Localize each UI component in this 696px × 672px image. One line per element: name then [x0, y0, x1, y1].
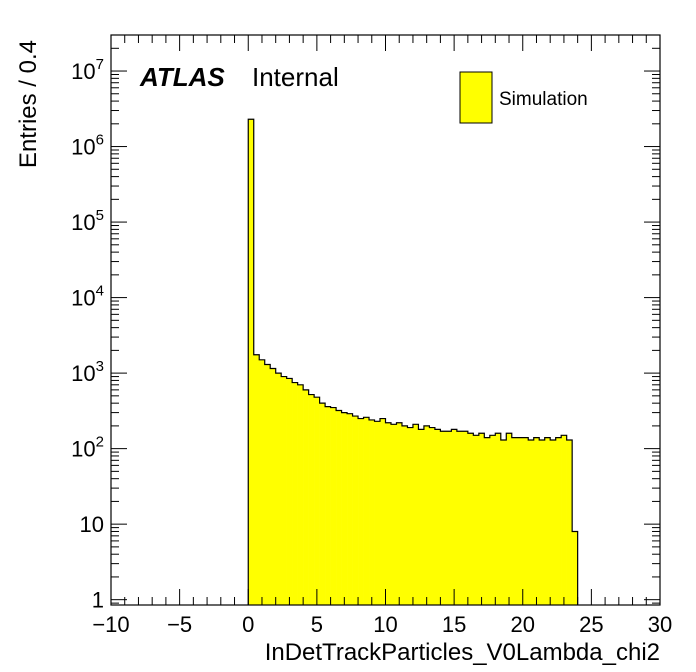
x-tick-label: −5 — [167, 612, 192, 637]
legend-label-simulation: Simulation — [499, 89, 588, 110]
histogram-bar — [478, 433, 485, 605]
histogram-bar — [555, 437, 562, 605]
histogram-bar — [319, 403, 326, 605]
histogram-bar — [380, 418, 386, 605]
histogram-bar — [396, 422, 403, 605]
histogram-bar — [336, 410, 342, 605]
histogram-bar — [484, 437, 491, 605]
y-tick-label: 105 — [71, 207, 104, 235]
histogram-bar — [445, 431, 452, 605]
histogram-bar — [385, 422, 392, 605]
histogram-bar — [495, 433, 502, 605]
y-tick-label: 106 — [71, 132, 104, 160]
histogram-bar — [286, 378, 293, 605]
histogram-bar — [341, 412, 348, 605]
histogram-bar — [297, 384, 304, 605]
histogram-bar — [517, 437, 524, 605]
histogram-bar — [264, 364, 271, 605]
histogram-bar — [506, 433, 513, 605]
y-axis-title: Entries / 0.4 — [15, 40, 42, 168]
histogram-bar — [275, 373, 282, 605]
histogram-bar — [566, 440, 573, 605]
histogram-bar — [303, 389, 309, 605]
histogram-bar — [401, 425, 408, 605]
histogram-bar — [363, 417, 370, 605]
plot-frame — [110, 34, 661, 606]
y-tick-label: 107 — [71, 56, 104, 84]
histogram-bar — [412, 424, 419, 605]
histogram-bar — [358, 418, 364, 605]
histogram-bar — [528, 440, 535, 605]
histogram-bar — [418, 429, 425, 605]
histogram-bar — [462, 431, 469, 605]
histogram-bar — [561, 435, 567, 605]
histogram-bar — [456, 431, 463, 605]
histogram-bar — [451, 429, 458, 605]
histogram-bar — [270, 368, 276, 605]
histogram-bar — [467, 433, 474, 605]
axis-ticks — [110, 34, 661, 605]
tick-labels: −10 −5 0 5 10 15 20 25 30 1 10 102 103 104 105 106 107 — [71, 56, 672, 637]
x-tick-label: 20 — [511, 612, 535, 637]
histogram-bar — [369, 419, 375, 605]
histogram-bar — [544, 437, 551, 605]
x-tick-label: 15 — [442, 612, 466, 637]
x-axis-title: InDetTrackParticles_V0Lambda_chi2 — [265, 639, 660, 666]
histogram-bar — [352, 416, 359, 605]
histogram-bar — [533, 437, 540, 605]
legend: Simulation — [459, 71, 588, 124]
histogram-bar — [429, 427, 436, 605]
histogram-bar — [473, 435, 480, 605]
histogram-bar — [440, 431, 447, 605]
histogram-bar — [330, 407, 337, 605]
x-tick-label: 25 — [579, 612, 603, 637]
x-tick-label: 0 — [242, 612, 254, 637]
histogram-bar — [550, 440, 556, 605]
histogram-bar — [522, 437, 529, 605]
y-tick-label: 102 — [71, 434, 104, 462]
histogram-bar — [511, 437, 518, 605]
x-tick-label: 10 — [373, 612, 397, 637]
histogram-bar — [489, 435, 496, 605]
histogram-bar — [423, 425, 430, 605]
y-tick-label: 104 — [71, 283, 104, 311]
histogram-bar — [314, 397, 320, 605]
y-tick-label: 10 — [80, 512, 104, 537]
histogram-bar — [374, 421, 381, 605]
x-tick-label: 30 — [648, 612, 672, 637]
histogram-bars — [247, 118, 579, 605]
y-tick-label: 103 — [71, 358, 104, 386]
histogram-bar — [259, 359, 266, 605]
histogram-bar — [539, 440, 546, 605]
histogram-bar — [572, 531, 578, 605]
histogram-bar — [325, 406, 331, 605]
histogram-bar — [407, 427, 414, 605]
histogram-bar — [248, 119, 255, 605]
histogram-bar — [390, 424, 397, 605]
histogram-bar — [434, 429, 441, 605]
legend-swatch-simulation — [459, 71, 493, 124]
x-tick-label: −10 — [92, 612, 129, 637]
histogram-bar — [281, 376, 287, 605]
histogram-bar — [253, 354, 260, 605]
histogram-bar — [308, 394, 315, 605]
x-tick-label: 5 — [311, 612, 323, 637]
atlas-label: ATLAS — [139, 62, 225, 92]
y-tick-label: 1 — [92, 588, 104, 613]
internal-label: Internal — [252, 62, 339, 92]
histogram-outline — [247, 118, 579, 605]
histogram-bar — [500, 440, 507, 605]
histogram-bar — [347, 413, 353, 605]
histogram-bar — [292, 382, 298, 605]
